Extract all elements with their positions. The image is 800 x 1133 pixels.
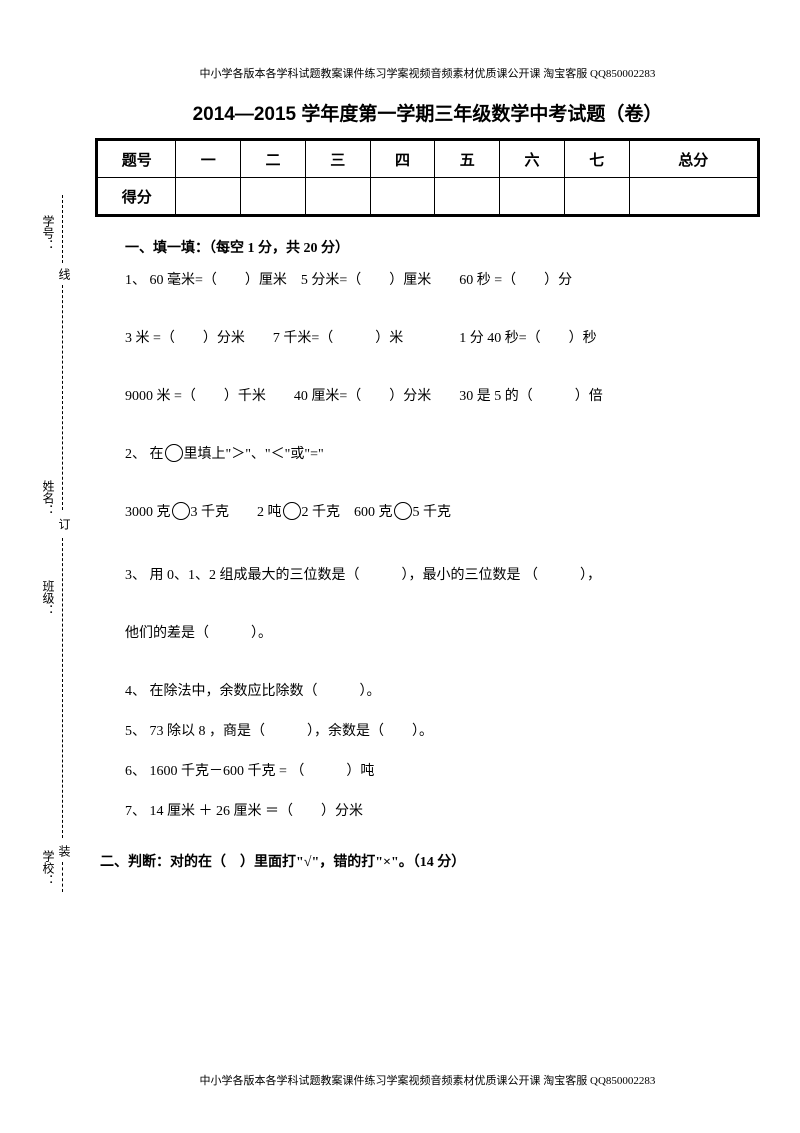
q2c-part1: 3000 克 [125, 505, 171, 520]
q2-suffix: 里填上"＞"、"＜"或"=" [184, 447, 324, 462]
th-col: 四 [370, 140, 435, 178]
q1-line-a: 1、 60 毫米=（ ）厘米 5 分米=（ ）厘米 60 秒 =（ ）分 [125, 267, 760, 295]
table-row: 得分 [97, 178, 759, 216]
footer-meta-text: 中小学各版本各学科试题教案课件练习学案视频音频素材优质课公开课 淘宝客服 QQ8… [95, 1072, 760, 1088]
td-blank [176, 178, 241, 216]
q5-line: 5、 73 除以 8 ，商是（ ），余数是（ ）。 [125, 718, 760, 746]
q2-compare-line: 3000 克 3 千克 2 吨 2 千克 600 克 5 千克 [125, 499, 760, 527]
th-label: 题号 [97, 140, 176, 178]
question-block: 1、 60 毫米=（ ）厘米 5 分米=（ ）厘米 60 秒 =（ ）分 3 米… [125, 267, 760, 826]
td-score-label: 得分 [97, 178, 176, 216]
td-blank [435, 178, 500, 216]
circle-icon [165, 444, 183, 462]
circle-icon [394, 502, 412, 520]
td-blank [241, 178, 306, 216]
side-label-name: 姓名： [40, 480, 57, 516]
binding-margin: 学号： 姓名： 班级： 学校： 线 订 装 [40, 0, 80, 1133]
dashed-line-1 [62, 195, 63, 263]
q2-prefix: 2、 在 [125, 447, 164, 462]
q2-line: 2、 在 里填上"＞"、"＜"或"=" [125, 441, 760, 469]
td-blank [629, 178, 758, 216]
section1-heading: 一、填一填：（每空 1 分，共 20 分） [125, 237, 760, 257]
q2c-part3: 2 千克 600 克 [302, 505, 393, 520]
th-col: 一 [176, 140, 241, 178]
th-col: 五 [435, 140, 500, 178]
exam-title: 2014—2015 学年度第一学期三年级数学中考试题（卷） [95, 99, 760, 126]
td-blank [500, 178, 565, 216]
side-label-class: 班级： [40, 580, 57, 616]
q2c-part4: 5 千克 [413, 505, 452, 520]
header-meta-text: 中小学各版本各学科试题教案课件练习学案视频音频素材优质课公开课 淘宝客服 QQ8… [95, 65, 760, 81]
th-col: 七 [564, 140, 629, 178]
q1-line-c: 9000 米 =（ ）千米 40 厘米=（ ）分米 30 是 5 的（ ）倍 [125, 383, 760, 411]
page-content: 中小学各版本各学科试题教案课件练习学案视频音频素材优质课公开课 淘宝客服 QQ8… [95, 0, 760, 1133]
dash-label-staple: 装 [56, 843, 73, 859]
td-blank [370, 178, 435, 216]
td-blank [305, 178, 370, 216]
td-blank [564, 178, 629, 216]
table-row: 题号 一 二 三 四 五 六 七 总分 [97, 140, 759, 178]
th-col: 总分 [629, 140, 758, 178]
circle-icon [172, 502, 190, 520]
circle-icon [283, 502, 301, 520]
q4-line: 4、 在除法中，余数应比除数（ ）。 [125, 678, 760, 706]
q2c-part2: 3 千克 2 吨 [191, 505, 282, 520]
q3-line-b: 他们的差是（ ）。 [125, 620, 760, 648]
dashed-line-2 [62, 285, 63, 510]
q3-line-a: 3、 用 0、1、2 组成最大的三位数是（ ），最小的三位数是 （ ）， [125, 562, 760, 590]
score-table: 题号 一 二 三 四 五 六 七 总分 得分 [95, 138, 760, 217]
side-label-student-id: 学号： [40, 215, 57, 251]
q1-line-b: 3 米 =（ ）分米 7 千米=（ ）米 1 分 40 秒=（ ）秒 [125, 325, 760, 353]
dashed-line-3 [62, 538, 63, 838]
side-label-school: 学校： [40, 850, 57, 886]
th-col: 二 [241, 140, 306, 178]
th-col: 三 [305, 140, 370, 178]
q7-line: 7、 14 厘米 ＋ 26 厘米 ＝（ ）分米 [125, 798, 760, 826]
section2-heading: 二、判断：对的在（ ）里面打"√"，错的打"×"。（14 分） [100, 851, 760, 871]
th-col: 六 [500, 140, 565, 178]
q6-line: 6、 1600 千克－600 千克 = （ ）吨 [125, 758, 760, 786]
dash-label-bind: 订 [56, 516, 73, 532]
dashed-line-4 [62, 862, 63, 892]
dash-label-line: 线 [56, 266, 73, 282]
